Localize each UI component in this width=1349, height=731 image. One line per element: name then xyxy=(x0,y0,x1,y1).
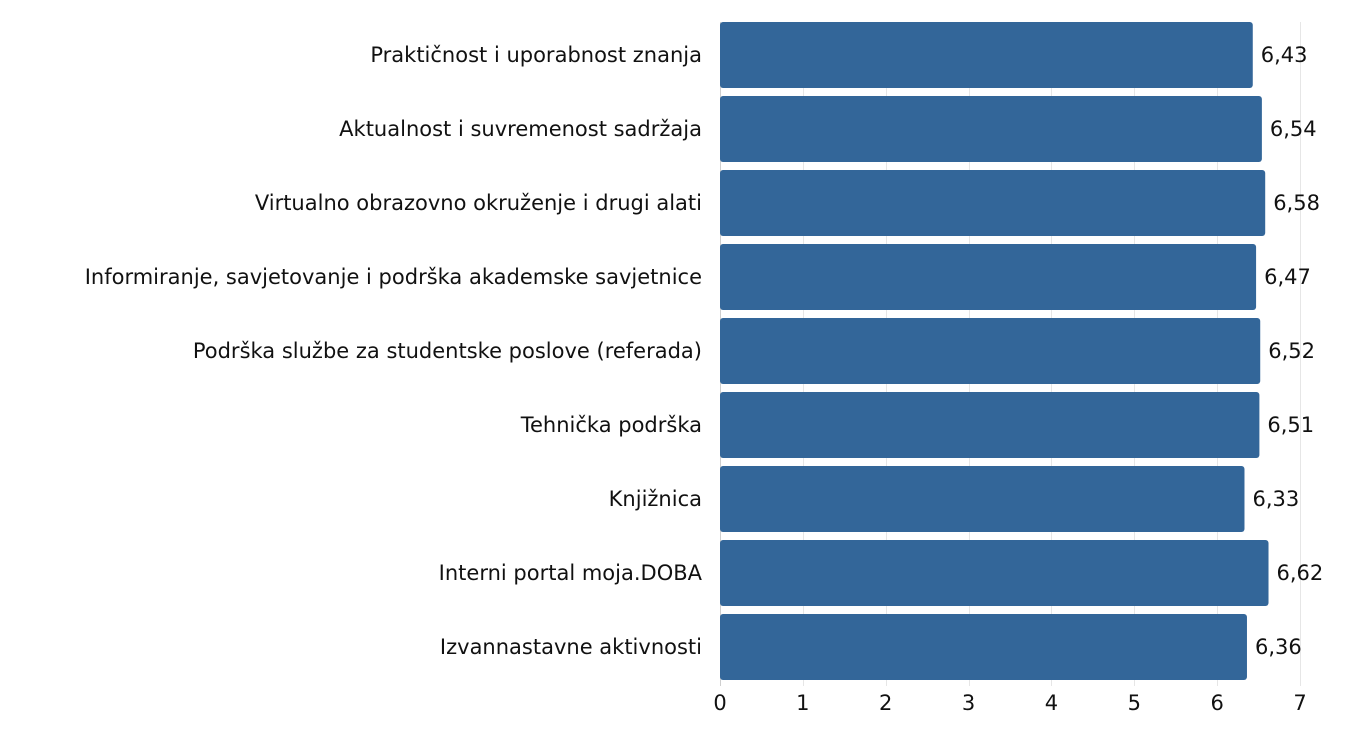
x-tick-label: 3 xyxy=(962,691,975,715)
x-tick-label: 7 xyxy=(1293,691,1306,715)
bar-value-label: 6,54 xyxy=(1270,117,1317,141)
value-labels: 6,43 6,54 6,58 6,47 6,52 6,51 6,33 6,62 6,36 xyxy=(1252,43,1323,659)
category-label: Tehnička podrška xyxy=(520,413,702,437)
category-label: Podrška službe za studentske poslove (re… xyxy=(193,339,702,363)
category-label: Virtualno obrazovno okruženje i drugi al… xyxy=(255,191,702,215)
bar-value-label: 6,43 xyxy=(1261,43,1308,67)
bar xyxy=(720,96,1262,162)
bar xyxy=(720,466,1245,532)
category-label: Informiranje, savjetovanje i podrška aka… xyxy=(85,265,702,289)
bar-value-label: 6,62 xyxy=(1277,561,1324,585)
bar xyxy=(720,392,1260,458)
category-labels: Praktičnost i uporabnost znanja Aktualnos… xyxy=(85,43,703,659)
bar xyxy=(720,244,1257,310)
x-tick-label: 4 xyxy=(1045,691,1058,715)
x-tick-label: 2 xyxy=(879,691,892,715)
bar xyxy=(720,614,1247,680)
category-label: Aktualnost i suvremenost sadržaja xyxy=(339,117,702,141)
category-label: Knjižnica xyxy=(609,487,702,511)
bar-value-label: 6,58 xyxy=(1273,191,1320,215)
bar xyxy=(720,22,1253,88)
bar-value-label: 6,51 xyxy=(1267,413,1314,437)
x-axis-ticks: 0 1 2 3 4 5 6 7 xyxy=(713,691,1306,715)
category-label: Praktičnost i uporabnost znanja xyxy=(370,43,702,67)
bar xyxy=(720,540,1269,606)
x-tick-label: 5 xyxy=(1128,691,1141,715)
category-label: Izvannastavne aktivnosti xyxy=(440,635,702,659)
bars xyxy=(720,22,1269,680)
bar-value-label: 6,33 xyxy=(1252,487,1299,511)
x-tick-label: 6 xyxy=(1210,691,1223,715)
bar xyxy=(720,170,1266,236)
x-tick-label: 0 xyxy=(713,691,726,715)
bar-value-label: 6,36 xyxy=(1255,635,1302,659)
bar-value-label: 6,52 xyxy=(1268,339,1315,363)
bar xyxy=(720,318,1261,384)
bar-value-label: 6,47 xyxy=(1264,265,1311,289)
x-tick-label: 1 xyxy=(796,691,809,715)
category-label: Interni portal moja.DOBA xyxy=(439,561,703,585)
